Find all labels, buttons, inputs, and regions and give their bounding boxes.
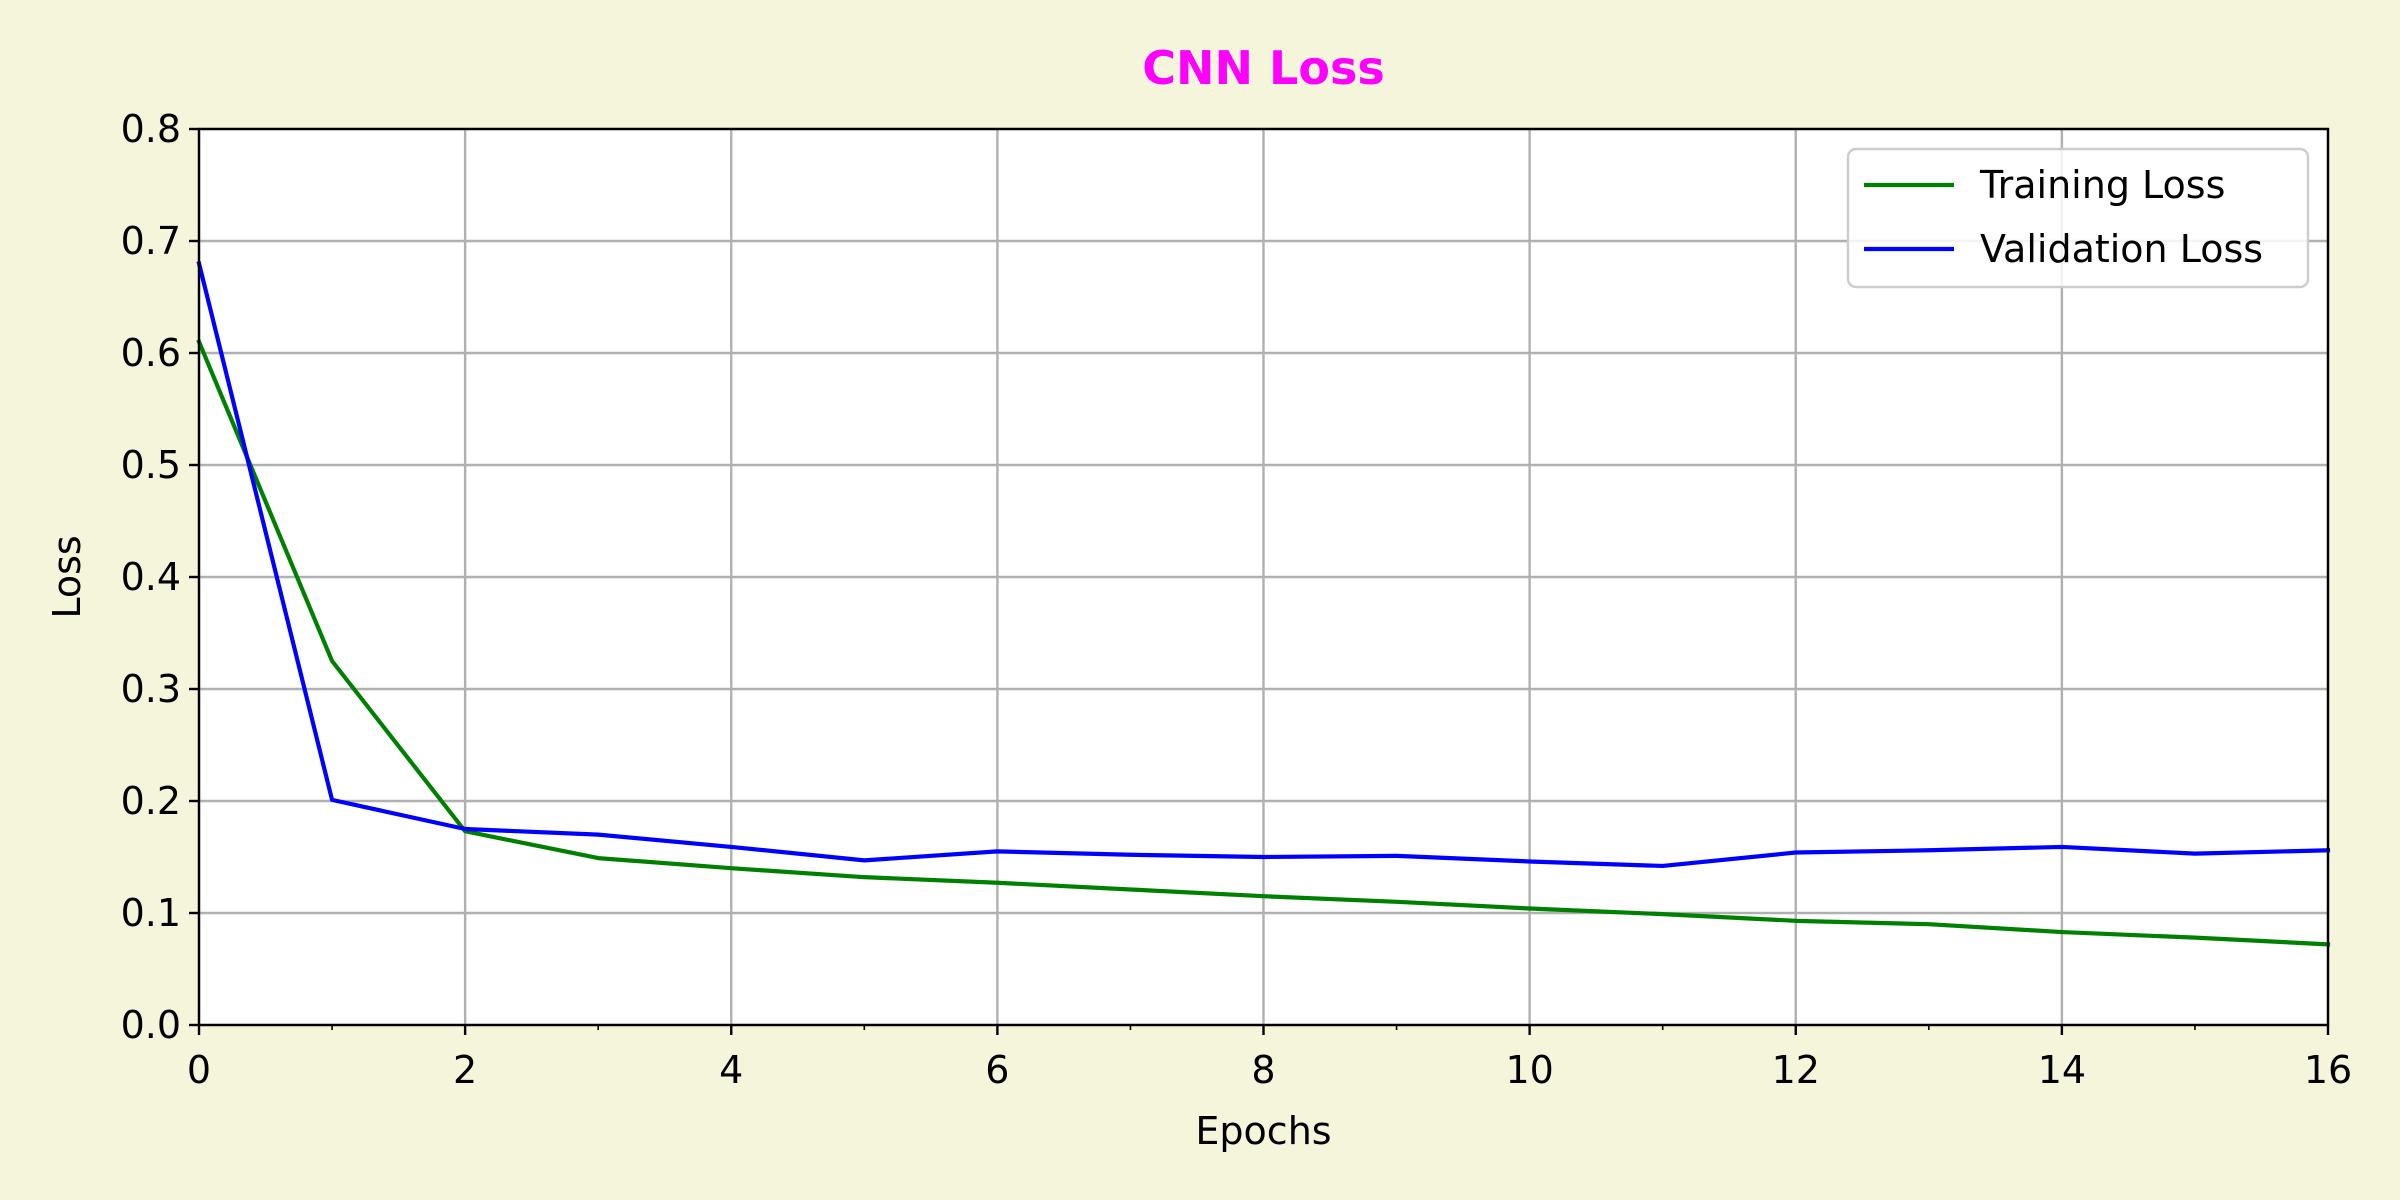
ticks: 0 2 4 6 8 10 12 14 16 0.0 0.1 0.2 0.3 0.4 0.5 0.6 0.7 0.8 (121, 107, 2353, 1092)
x-tick-label: 16 (2304, 1048, 2352, 1092)
y-tick-label: 0.3 (121, 667, 181, 711)
y-tick-label: 0.2 (121, 779, 181, 823)
y-tick-label: 0.1 (121, 891, 181, 935)
x-tick-label: 8 (1251, 1048, 1275, 1092)
legend-box (1846, 147, 2310, 289)
series-lines (196, 260, 2331, 947)
y-tick-label: 0.6 (121, 331, 181, 375)
x-tick-label: 4 (719, 1048, 743, 1092)
legend-label: Validation Loss (1980, 227, 2263, 271)
y-axis-label: Loss (45, 535, 89, 618)
x-tick-label: 12 (1772, 1048, 1820, 1092)
series-line-validation-loss (196, 260, 2331, 869)
x-axis-label: Epochs (1195, 1109, 1331, 1153)
x-tick-label: 2 (453, 1048, 477, 1092)
y-tick-label: 0.7 (121, 219, 181, 263)
x-tick-label: 6 (985, 1048, 1009, 1092)
y-tick-label: 0.8 (121, 107, 181, 151)
y-tick-label: 0.5 (121, 443, 181, 487)
legend: Training Loss Validation Loss (1846, 147, 2310, 289)
x-tick-label: 10 (1505, 1048, 1553, 1092)
legend-label: Training Loss (1979, 163, 2225, 207)
y-tick-label: 0.0 (121, 1003, 181, 1047)
x-tick-label: 0 (187, 1048, 211, 1092)
series-line-training-loss (196, 339, 2331, 947)
chart-title: CNN Loss (1142, 41, 1384, 95)
y-tick-label: 0.4 (121, 555, 181, 599)
x-tick-label: 14 (2038, 1048, 2086, 1092)
